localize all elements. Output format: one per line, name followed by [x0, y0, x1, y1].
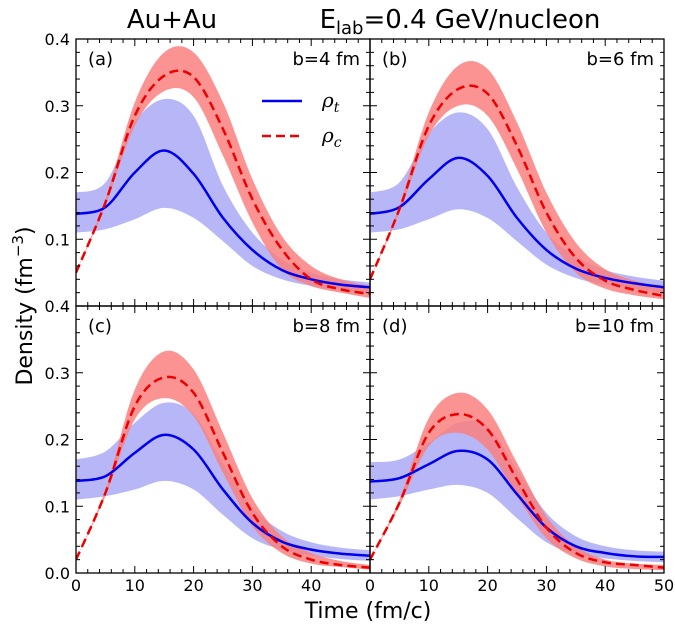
y-tick-label-c: 0.4	[45, 297, 70, 316]
x-axis-title: Time (fm/c)	[304, 599, 432, 624]
legend-rho-t-label: ρt	[321, 88, 340, 116]
curve-c-d	[370, 412, 664, 569]
title-right-suffix: =0.4 GeV/nucleon	[363, 5, 600, 35]
curve-t-c	[76, 433, 370, 557]
panel-letter-b: (b)	[382, 49, 407, 70]
x-tick-label-c: 10	[125, 576, 145, 595]
panel-a: 0.1 0.2 0.3 0.4 (a) b=4 fm	[45, 30, 371, 307]
plot-area-c	[76, 350, 370, 570]
title-right-subscript: lab	[336, 18, 363, 39]
band-t-b	[370, 112, 664, 293]
curve-t-b	[370, 156, 664, 289]
y-tick-label-c: 0.2	[45, 431, 70, 450]
band-c-c	[76, 350, 370, 570]
x-tick-label-c: 40	[301, 576, 321, 595]
x-tick-label-c: 30	[242, 576, 262, 595]
y-axis-title-end: )	[13, 226, 38, 235]
y-axis-title-sup: −3	[9, 235, 27, 257]
y-axis-title: Density (fm−3)	[9, 226, 38, 385]
y-tick-label-c: 0.0	[45, 564, 70, 583]
y-tick-label-c: 0.3	[45, 364, 70, 383]
x-tick-label-c: 20	[183, 576, 203, 595]
x-tick-label-c: 0	[71, 576, 81, 595]
title-right-prefix: E	[320, 5, 336, 35]
band-t-c	[76, 402, 370, 561]
x-tick-label-d: 30	[536, 576, 556, 595]
panel-b: (b) b=6 fm	[369, 38, 665, 307]
panel-d: 0 10 20 30 40 50 (d) b=10 fm	[365, 305, 674, 595]
panel-letter-c: (c)	[88, 316, 112, 337]
legend: ρt ρc	[262, 88, 342, 151]
plot-area-b	[370, 61, 664, 300]
plot-area-a	[76, 46, 370, 298]
curve-t-a	[76, 149, 370, 289]
y-tick-label-a: 0.3	[45, 97, 70, 116]
panel-letter-d: (d)	[382, 316, 407, 337]
title-right: Elab=0.4 GeV/nucleon	[320, 5, 601, 39]
legend-rho-t-sub: t	[334, 100, 340, 116]
panel-letter-a: (a)	[88, 49, 113, 70]
title-left: Au+Au	[127, 5, 217, 35]
y-tick-label-a: 0.4	[45, 30, 70, 49]
y-tick-label-a: 0.2	[45, 164, 70, 183]
x-tick-label-d: 20	[477, 576, 497, 595]
legend-rho-c-sub: c	[334, 135, 342, 151]
impact-parameter-label-c: b=8 fm	[292, 316, 360, 337]
impact-parameter-label-b: b=6 fm	[586, 49, 654, 70]
y-axis-title-main: Density (fm	[13, 257, 38, 385]
band-t-a	[76, 98, 370, 293]
legend-rho-c-symbol: ρ	[321, 123, 334, 147]
legend-rho-c-label: ρc	[321, 123, 342, 151]
x-tick-label-d: 10	[419, 576, 439, 595]
panel-c: 0 10 20 30 40 0.0 0.1 0.2 0.3 0.4 (c) b=8 fm	[45, 297, 371, 595]
plot-area-d	[370, 392, 664, 571]
y-tick-label-c: 0.1	[45, 497, 70, 516]
impact-parameter-label-a: b=4 fm	[292, 49, 360, 70]
legend-rho-t-symbol: ρ	[321, 88, 334, 112]
axes-frame-d	[369, 305, 665, 574]
x-tick-label-d: 0	[365, 576, 375, 595]
x-tick-label-d: 50	[654, 576, 674, 595]
x-tick-label-d: 40	[595, 576, 615, 595]
y-tick-label-a: 0.1	[45, 230, 70, 249]
curve-t-d	[370, 449, 664, 559]
curve-c-a	[76, 69, 370, 296]
impact-parameter-label-d: b=10 fm	[575, 316, 654, 337]
